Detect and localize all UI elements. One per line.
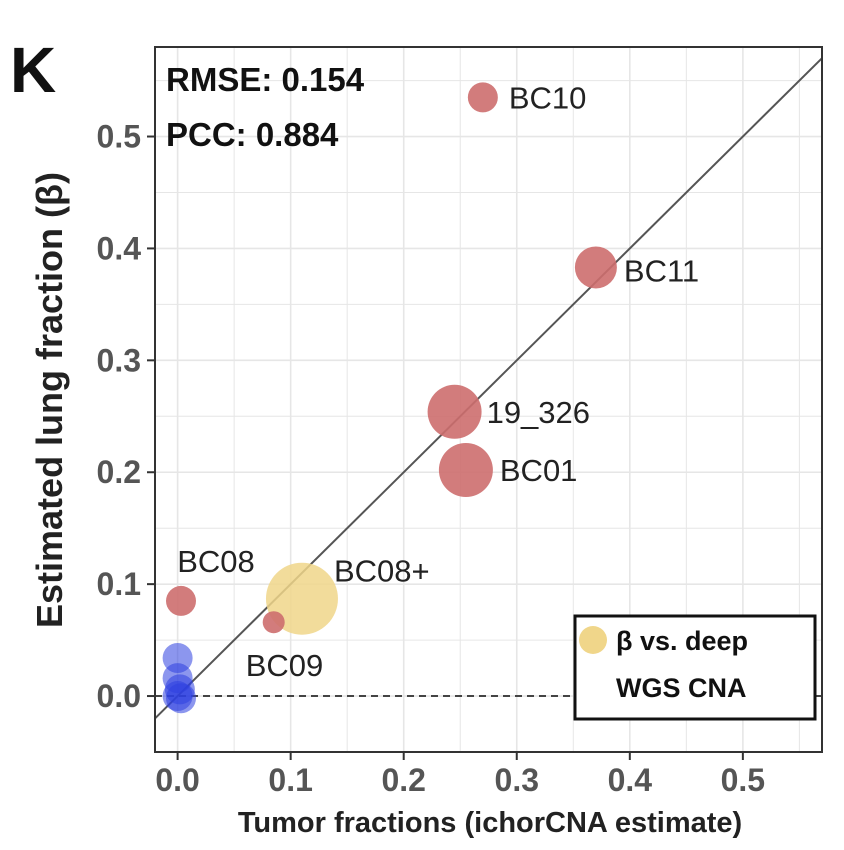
data-point-bc01: [438, 443, 493, 497]
data-point-bc08-: [265, 562, 338, 635]
legend: β vs. deep WGS CNA: [573, 614, 817, 721]
data-point-bc11: [574, 246, 617, 289]
pcc-annotation: PCC: 0.884: [166, 116, 339, 153]
y-tick-label: 0.4: [97, 230, 142, 266]
y-tick-label: 0.3: [97, 342, 141, 378]
point-labels: BC10 BC11 19_326 BC01 BC08 BC08+ BC09: [177, 80, 699, 683]
x-tick-label: 0.2: [381, 762, 425, 798]
point-label: 19_326: [487, 395, 590, 430]
legend-box: [573, 614, 817, 721]
point-label: BC11: [624, 253, 699, 288]
data-point-19-326: [427, 384, 482, 439]
y-axis-ticks: 0.0 0.1 0.2 0.3 0.4 0.5: [97, 119, 155, 714]
legend-label-line1: β vs. deep: [616, 626, 748, 656]
point-label: BC08+: [334, 554, 430, 589]
point-label: BC10: [509, 80, 587, 115]
y-tick-label: 0.0: [97, 678, 141, 714]
point-label: BC08: [177, 544, 255, 579]
y-tick-label: 0.1: [97, 566, 141, 602]
data-point-bc09: [262, 611, 285, 634]
x-tick-label: 0.4: [608, 762, 653, 798]
x-axis-title: Tumor fractions (ichorCNA estimate): [238, 807, 742, 839]
data-point: [166, 683, 197, 714]
x-axis-ticks: 0.0 0.1 0.2 0.3 0.4 0.5: [155, 752, 765, 798]
diagonal-line: [154, 57, 823, 720]
x-tick-label: 0.1: [268, 762, 312, 798]
panel-letter: K: [10, 34, 56, 106]
y-tick-label: 0.5: [97, 119, 141, 155]
x-tick-label: 0.3: [495, 762, 539, 798]
y-axis-title: Estimated lung fraction (β): [29, 172, 70, 628]
y-tick-label: 0.2: [97, 454, 141, 490]
legend-swatch-circle: [579, 626, 607, 654]
panel-border: [154, 46, 823, 753]
x-tick-label: 0.0: [155, 762, 199, 798]
x-tick-label: 0.5: [721, 762, 765, 798]
point-label: BC09: [246, 648, 324, 683]
data-point-bc08: [166, 585, 197, 616]
point-label: BC01: [500, 453, 578, 488]
legend-label-line2: WGS CNA: [616, 673, 747, 703]
rmse-annotation: RMSE: 0.154: [166, 61, 365, 98]
data-points: [162, 82, 617, 714]
data-point-bc10: [467, 82, 498, 113]
